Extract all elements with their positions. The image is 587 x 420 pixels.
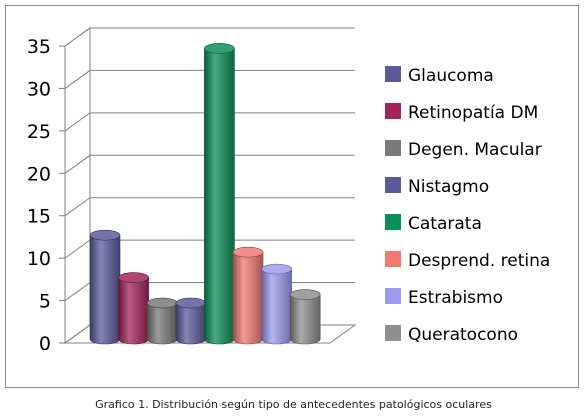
y-tick-label: 20 [27, 163, 51, 185]
legend-swatch [385, 177, 401, 193]
gridline [64, 154, 355, 174]
gridline [64, 197, 355, 217]
bar-top [261, 263, 292, 275]
y-tick-label: 10 [27, 248, 51, 270]
gridline [64, 27, 355, 47]
bar-estrabismo [261, 268, 292, 345]
bar-retinopat-a-dm [118, 277, 149, 345]
bar-desprend-retina [232, 251, 264, 345]
y-tick-label: 30 [27, 78, 51, 100]
bar-top [89, 229, 121, 241]
bar-catarata [204, 48, 235, 345]
legend-label: Retinopatía DM [408, 103, 538, 123]
legend-swatch [385, 325, 401, 341]
y-tick-label: 25 [27, 121, 51, 143]
legend-label: Catarata [408, 214, 482, 234]
bar-degen-macular [146, 302, 178, 345]
legend-label: Glaucoma [408, 66, 494, 86]
y-tick-label: 0 [39, 333, 51, 355]
bar-chart: 0 5 10 15 20 25 30 35 Glaucoma Retinopatía DM Dege… [27, 27, 550, 355]
legend-swatch [385, 103, 401, 119]
bar-queratocono [289, 294, 321, 345]
gridline [64, 69, 355, 89]
legend-label: Nistagmo [408, 177, 489, 197]
bar-top [289, 289, 321, 300]
bar-nistagmo [175, 302, 207, 345]
bar-top [146, 297, 178, 309]
figure-caption: Grafico 1. Distribución según tipo de an… [95, 398, 492, 411]
bar-top [204, 43, 235, 54]
legend-label: Queratocono [408, 325, 518, 345]
y-tick-label: 15 [27, 206, 51, 228]
legend-label: Estrabismo [408, 288, 503, 308]
bar-top [232, 246, 264, 258]
legend-swatch [385, 214, 401, 230]
legend-swatch [385, 251, 401, 267]
legend-label: Degen. Macular [408, 140, 542, 160]
bar-glaucoma [89, 234, 121, 345]
side-wall [64, 27, 91, 344]
legend-swatch [385, 66, 401, 82]
bar-top [175, 297, 207, 309]
y-tick-label: 5 [39, 291, 51, 313]
bar-top [118, 272, 149, 283]
y-tick-label: 35 [27, 36, 51, 58]
legend-swatch [385, 288, 401, 304]
legend-swatch [385, 140, 401, 156]
gridline [64, 112, 355, 132]
legend-label: Desprend. retina [408, 251, 550, 271]
